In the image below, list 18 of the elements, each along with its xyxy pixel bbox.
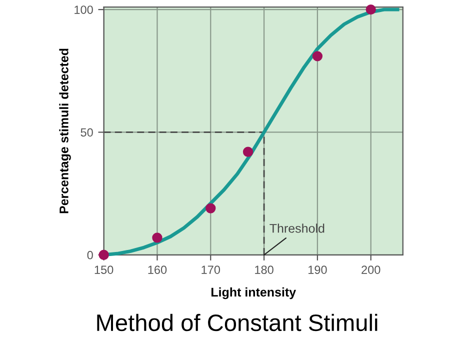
y-tick-label: 0 [87,250,93,260]
ref-line-label: Threshold [270,224,324,233]
y-tick-label: 100 [74,6,93,14]
point [206,203,216,214]
point [152,232,162,243]
y-axis-title: Percentage stimuli detected [59,48,71,214]
y-tick-label: 50 [80,128,93,137]
x-tick-label: 170 [202,266,220,274]
point [312,51,323,62]
x-tick-label: 160 [148,266,167,274]
x-tick-label: 180 [255,266,274,274]
point [242,146,254,157]
x-tick-label: 150 [94,266,114,274]
text: Method of Constant Stimuli [97,314,378,332]
x-axis-title: Light intensity [211,287,296,300]
x-tick-label: 190 [308,266,327,274]
point [366,4,376,15]
x-tick-label: 200 [362,266,380,274]
